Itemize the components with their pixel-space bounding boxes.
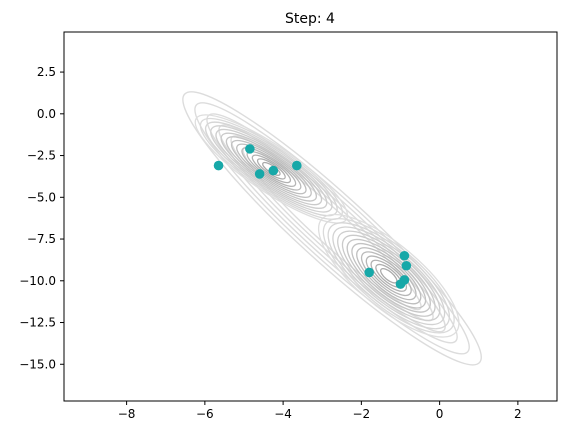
contour-mode-2-line: [365, 255, 412, 297]
contour-mode-1-line: [220, 132, 323, 206]
chart-title: Step: 4: [285, 11, 335, 27]
y-tick-label: −15.0: [19, 357, 56, 371]
contour-mode-1-line: [241, 147, 302, 191]
contour-mode-1-line: [230, 139, 312, 198]
x-tick-label: −6: [196, 407, 214, 421]
scatter-point: [268, 165, 279, 176]
contour-mode-1-line: [199, 117, 343, 220]
scatter-point: [399, 250, 410, 261]
contour-mode-1-line: [225, 136, 318, 202]
scatter-point: [292, 160, 302, 171]
axes-frame: [63, 31, 558, 402]
contour-mode-1-line: [215, 128, 328, 209]
y-tick-label: −7.5: [27, 232, 56, 246]
contour-envelope-line: [182, 91, 482, 366]
contour-mode-2-line: [346, 238, 431, 313]
contour-mode-2-line: [370, 259, 408, 292]
contour-mode-2-line: [351, 242, 427, 309]
contour-mode-2-line: [317, 213, 460, 338]
y-tick-label: 0.0: [37, 107, 56, 121]
y-tick-label: −2.5: [27, 149, 56, 163]
y-tick-label: −12.5: [19, 316, 56, 330]
y-tick-label: 2.5: [37, 65, 56, 79]
contour-envelope-line: [194, 102, 470, 355]
y-tick-label: −5.0: [27, 190, 56, 204]
contour-envelope-line: [206, 113, 458, 344]
contour-mode-1-line: [210, 125, 333, 213]
contour-mode-2-line: [356, 247, 422, 305]
x-tick-label: 2: [514, 407, 522, 421]
contour-envelope-line: [218, 124, 446, 333]
contour-mode-1-line: [236, 143, 307, 195]
contour-mode-1-line: [251, 154, 292, 184]
scatter-point: [213, 160, 224, 171]
scatter-point: [401, 260, 412, 271]
x-tick-label: −2: [353, 407, 371, 421]
contour-mode-1-line: [204, 121, 338, 217]
x-tick-label: 0: [436, 407, 444, 421]
contour-mode-1-line: [256, 158, 286, 180]
plot-area: −8 −6 −4 −2 0 2 2.5 0.0 −2.5 −5.0 −7.5 −10.0 −12.5 −1…: [19, 31, 558, 421]
scatter-point: [245, 144, 255, 154]
x-tick-label: −4: [274, 407, 292, 421]
x-tick-label: −8: [118, 407, 136, 421]
y-tick-label: −10.0: [19, 274, 56, 288]
scatter-point: [254, 169, 265, 179]
scatter-point: [395, 279, 406, 289]
scatter-point: [364, 267, 374, 278]
contour-mode-2-line: [360, 251, 417, 301]
